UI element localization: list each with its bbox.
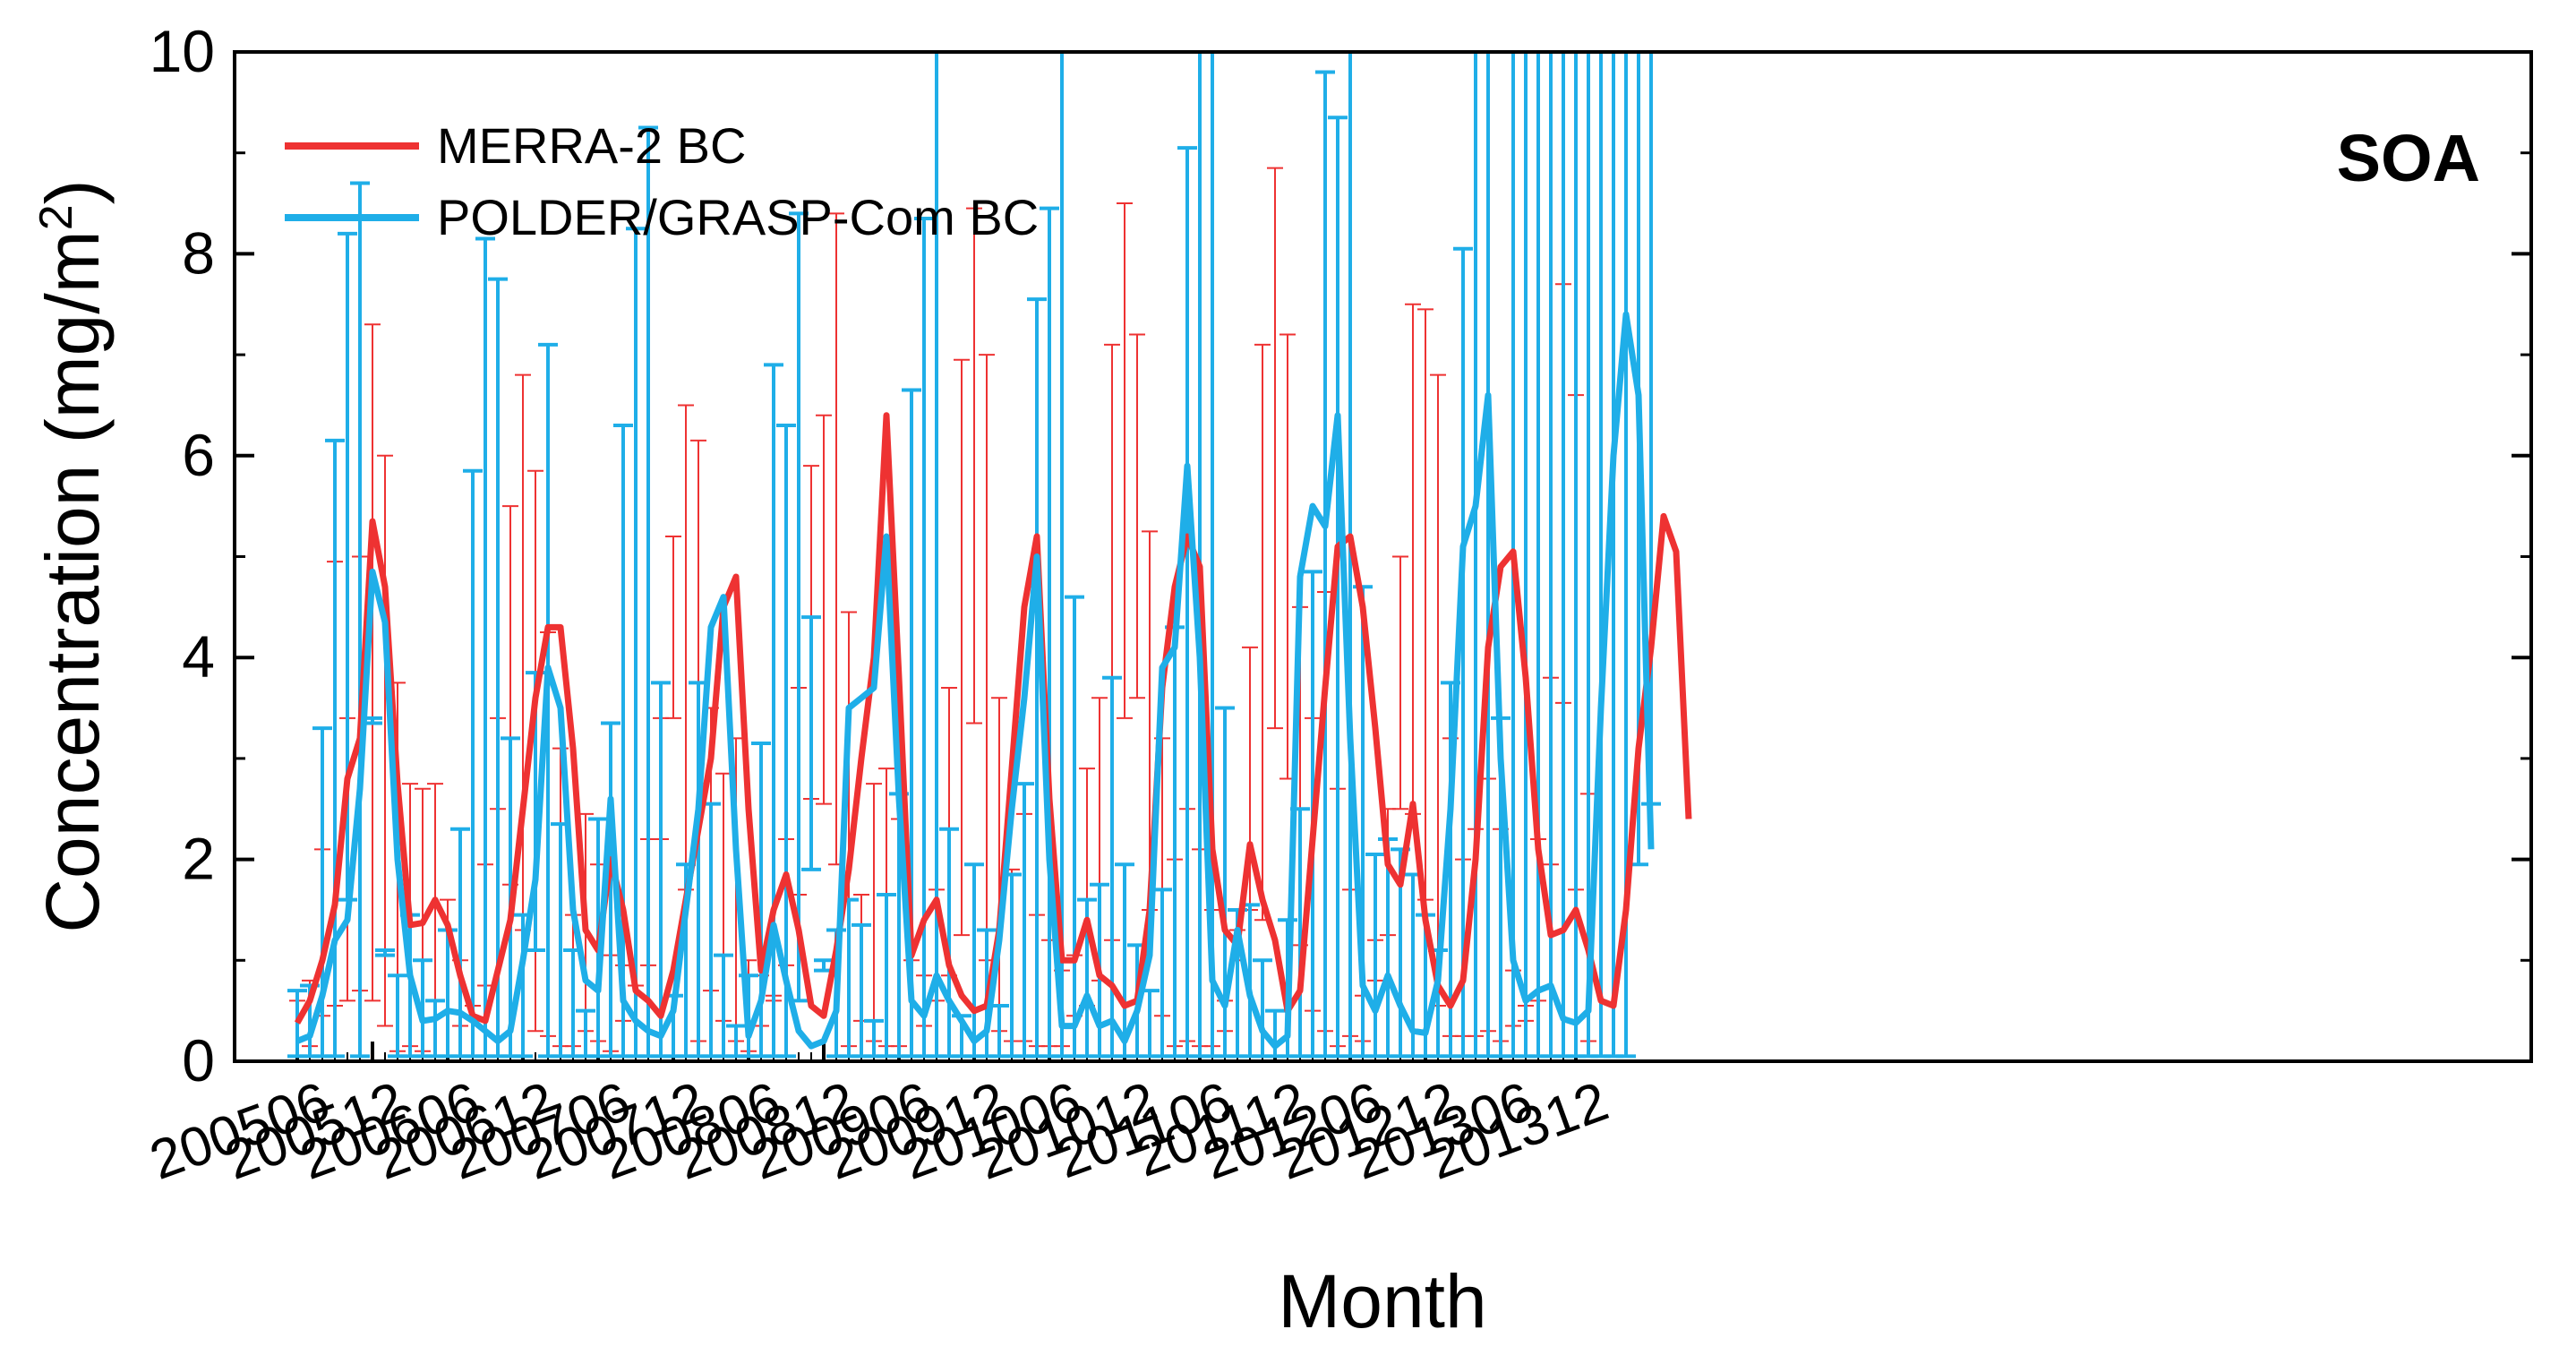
legend-label-polder: POLDER/GRASP-Com BC — [437, 189, 1039, 245]
y-tick-label: 10 — [150, 18, 215, 84]
y-tick-labels: 0 2 4 6 8 10 — [150, 18, 215, 1093]
y-axis-title-main: Concentration (mg/m — [30, 230, 115, 932]
series-line-polder-grasp-com-bc — [295, 311, 1655, 1050]
polder-error-bars — [287, 52, 1661, 1059]
y-tick-label: 0 — [182, 1027, 215, 1093]
y-axis-title: Concentration (mg/m2) — [30, 179, 115, 932]
x-tick-labels: 2005062005122006062006122007062007122008… — [142, 1070, 1616, 1192]
legend: MERRA-2 BC POLDER/GRASP-Com BC — [285, 117, 1039, 245]
y-tick-label: 8 — [182, 219, 215, 286]
y-tick-label: 6 — [182, 422, 215, 488]
y-axis-title-close: ) — [30, 179, 115, 204]
legend-label-merra: MERRA-2 BC — [437, 117, 746, 174]
plot-frame — [233, 50, 2533, 1063]
y-tick-label: 2 — [182, 826, 215, 892]
panel-label: SOA — [2337, 121, 2480, 195]
x-axis-title: Month — [1278, 1259, 1486, 1343]
y-tick-label: 4 — [182, 623, 215, 690]
y-axis-title-superscript: 2 — [30, 204, 82, 230]
